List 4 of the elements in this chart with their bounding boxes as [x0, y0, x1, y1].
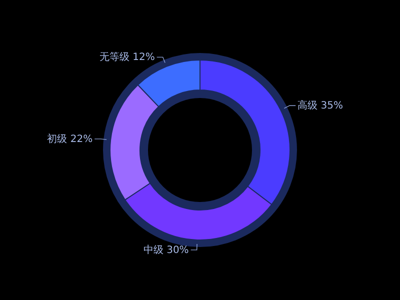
- slice-label: 高级 35%: [298, 100, 344, 112]
- slice-label: 中级 30%: [143, 244, 189, 256]
- slice-label: 无等级 12%: [99, 51, 155, 64]
- slice-label: 初级 22%: [47, 132, 93, 145]
